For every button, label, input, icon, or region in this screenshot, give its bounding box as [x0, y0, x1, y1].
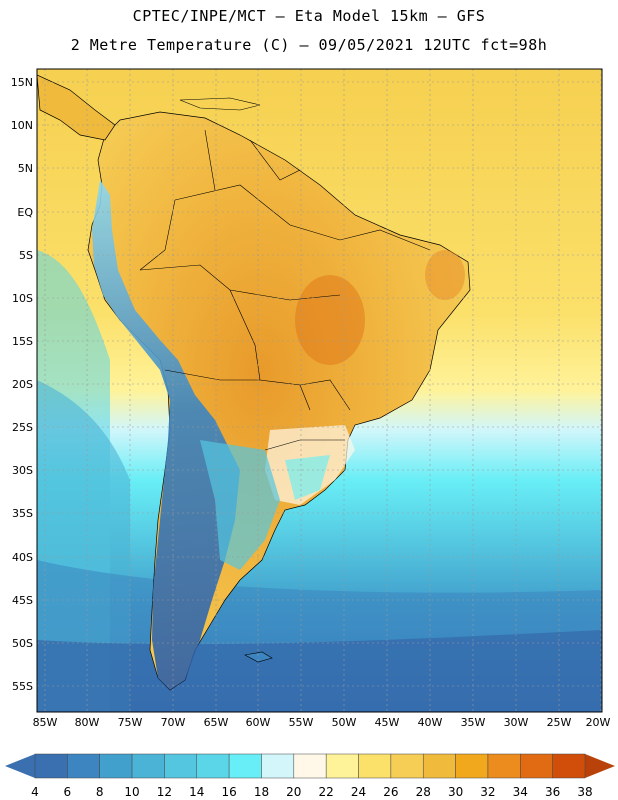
colorbar-label: 32 [480, 785, 495, 799]
lat-label: 20S [12, 378, 33, 391]
colorbar-label: 38 [577, 785, 592, 799]
colorbar-swatch [325, 753, 359, 779]
colorbar-label: 24 [351, 785, 366, 799]
central-america [37, 74, 116, 141]
colorbar-swatch [487, 753, 521, 779]
argentina-pampas [200, 440, 280, 570]
lat-label: EQ [17, 206, 33, 219]
lat-label: 5N [18, 162, 33, 175]
colorbar-labels: 4 6 8 10 12 14 16 18 20 22 24 26 28 30 32 34 36 38 [31, 785, 592, 799]
lat-label: 15S [12, 335, 33, 348]
andes-cold-strip [92, 180, 240, 690]
latitude-axis: 15N 10N 5N EQ 5S 10S 15S 20S 25S 30S 35S… [11, 76, 34, 693]
colorbar-label: 4 [31, 785, 39, 799]
colorbar-swatch [520, 753, 553, 779]
lat-label: 55S [12, 680, 33, 693]
colorbar-swatch [164, 753, 198, 779]
colorbar-label: 14 [189, 785, 204, 799]
lon-label: 75W [118, 716, 143, 729]
colorbar-swatch [131, 753, 165, 779]
lat-label: 40S [12, 551, 33, 564]
lon-label: 85W [33, 716, 58, 729]
colorbar-swatch [99, 753, 133, 779]
colorbar-label: 28 [416, 785, 431, 799]
lat-label: 10N [11, 119, 33, 132]
colorbar-label: 6 [64, 785, 72, 799]
lon-label: 50W [332, 716, 357, 729]
country-borders [139, 129, 431, 451]
lon-label: 65W [204, 716, 229, 729]
chart-title: CPTEC/INPE/MCT – Eta Model 15km – GFS [132, 7, 486, 25]
lat-label: 10S [12, 292, 33, 305]
longitude-axis: 85W 80W 75W 70W 65W 60W 55W 50W 45W 40W … [33, 716, 611, 729]
grid-lines [37, 69, 602, 712]
lon-label: 55W [289, 716, 314, 729]
caribbean-islands [179, 97, 261, 111]
lat-label: 50S [12, 637, 33, 650]
lat-label: 35S [12, 507, 33, 520]
colorbar-swatch [196, 753, 230, 779]
colorbar-swatch [261, 753, 295, 779]
colorbar-swatch [422, 753, 456, 779]
hot-core-northeast [425, 250, 465, 300]
falkland-islands [244, 651, 273, 663]
lon-label: 40W [418, 716, 443, 729]
colorbar-swatch [552, 753, 586, 779]
lon-label: 30W [504, 716, 529, 729]
lat-label: 15N [11, 76, 33, 89]
colorbar-label: 36 [545, 785, 560, 799]
chart-subtitle: 2 Metre Temperature (C) – 09/05/2021 12U… [70, 36, 548, 54]
colorbar-label: 8 [96, 785, 104, 799]
colorbar-swatch [293, 753, 327, 779]
colorbar-swatch [390, 753, 424, 779]
colorbar-swatch [455, 753, 489, 779]
lat-label: 45S [12, 594, 33, 607]
lon-label: 45W [375, 716, 400, 729]
uruguay-cool [285, 455, 330, 500]
colorbar-label: 20 [286, 785, 301, 799]
hot-core [295, 275, 365, 365]
lat-label: 25S [12, 421, 33, 434]
colorbar-label: 34 [513, 785, 528, 799]
colorbar-label: 12 [157, 785, 172, 799]
colorbar-label: 16 [221, 785, 236, 799]
colorbar-swatch [67, 753, 100, 779]
lon-label: 20W [586, 716, 611, 729]
lon-label: 25W [547, 716, 572, 729]
colorbar-label: 26 [383, 785, 398, 799]
colorbar-swatch [228, 753, 262, 779]
colorbar-label: 22 [319, 785, 334, 799]
colorbar-under-arrow [5, 754, 35, 778]
colorbar-swatch [34, 753, 68, 779]
lon-label: 70W [161, 716, 186, 729]
colorbar-label: 18 [254, 785, 269, 799]
lon-label: 80W [75, 716, 100, 729]
colorbar-over-arrow [585, 754, 615, 778]
colorbar [5, 753, 615, 779]
lat-label: 5S [19, 249, 33, 262]
lat-label: 30S [12, 464, 33, 477]
colorbar-label: 10 [124, 785, 139, 799]
lon-label: 35W [461, 716, 486, 729]
colorbar-swatch [358, 753, 392, 779]
colorbar-label: 30 [448, 785, 463, 799]
plot-frame [36, 68, 603, 713]
lon-label: 60W [246, 716, 271, 729]
